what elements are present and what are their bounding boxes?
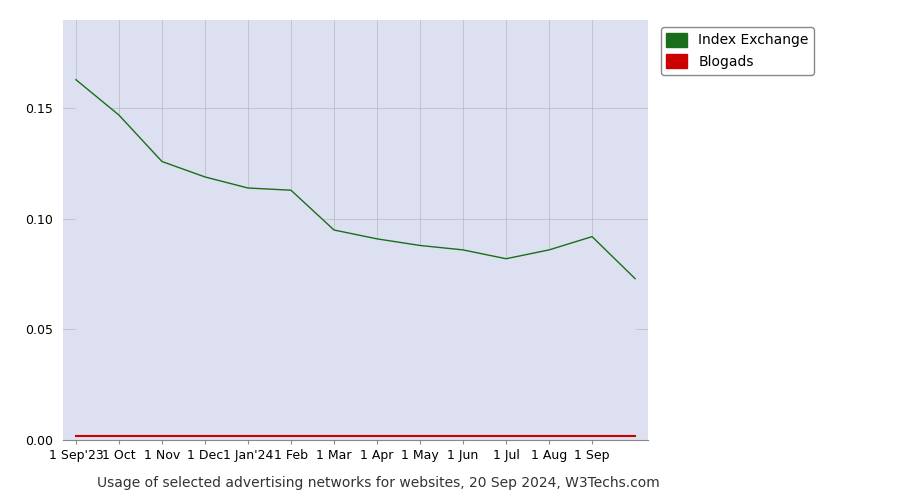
- Legend: Index Exchange, Blogads: Index Exchange, Blogads: [661, 27, 814, 74]
- Text: Usage of selected advertising networks for websites, 20 Sep 2024, W3Techs.com: Usage of selected advertising networks f…: [96, 476, 660, 490]
